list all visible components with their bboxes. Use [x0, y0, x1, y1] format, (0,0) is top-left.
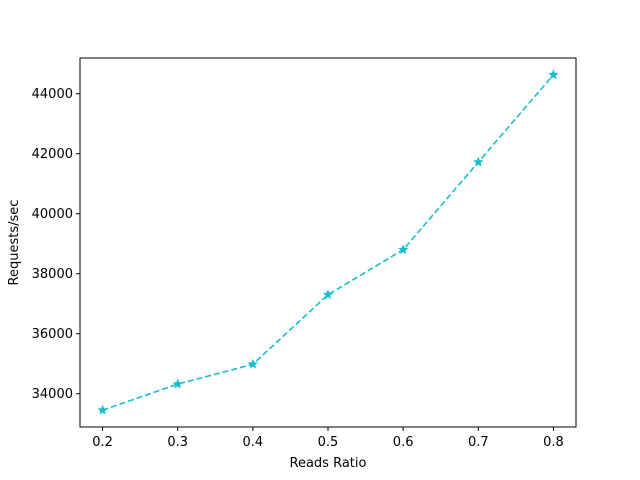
- data-point-star: [398, 244, 409, 255]
- y-axis: 34000 36000 38000 40000 42000 44000: [32, 87, 80, 402]
- y-tick-label: 42000: [32, 147, 73, 162]
- y-tick-label: 38000: [32, 267, 73, 282]
- series-layer: [97, 69, 559, 415]
- x-axis: 0.2 0.3 0.4 0.5 0.6 0.7 0.8: [92, 427, 564, 450]
- data-point-star: [97, 404, 108, 415]
- x-tick-label: 0.5: [318, 435, 339, 450]
- x-tick-label: 0.8: [543, 435, 564, 450]
- y-tick-label: 40000: [32, 207, 73, 222]
- y-tick-label: 44000: [32, 87, 73, 102]
- x-tick-label: 0.3: [167, 435, 188, 450]
- plot-area: [79, 57, 577, 428]
- x-tick-label: 0.4: [243, 435, 264, 450]
- y-axis-title: Requests/sec: [7, 200, 22, 286]
- x-tick-label: 0.6: [393, 435, 414, 450]
- data-point-star: [473, 156, 484, 167]
- y-tick-label: 36000: [32, 327, 73, 342]
- y-tick-label: 34000: [32, 387, 73, 402]
- data-point-star: [548, 69, 559, 80]
- x-tick-label: 0.7: [468, 435, 489, 450]
- data-point-star: [247, 358, 258, 369]
- data-point-star: [172, 378, 183, 389]
- data-point-star: [322, 289, 334, 300]
- x-axis-title: Reads Ratio: [290, 456, 367, 471]
- x-tick-label: 0.2: [92, 435, 113, 450]
